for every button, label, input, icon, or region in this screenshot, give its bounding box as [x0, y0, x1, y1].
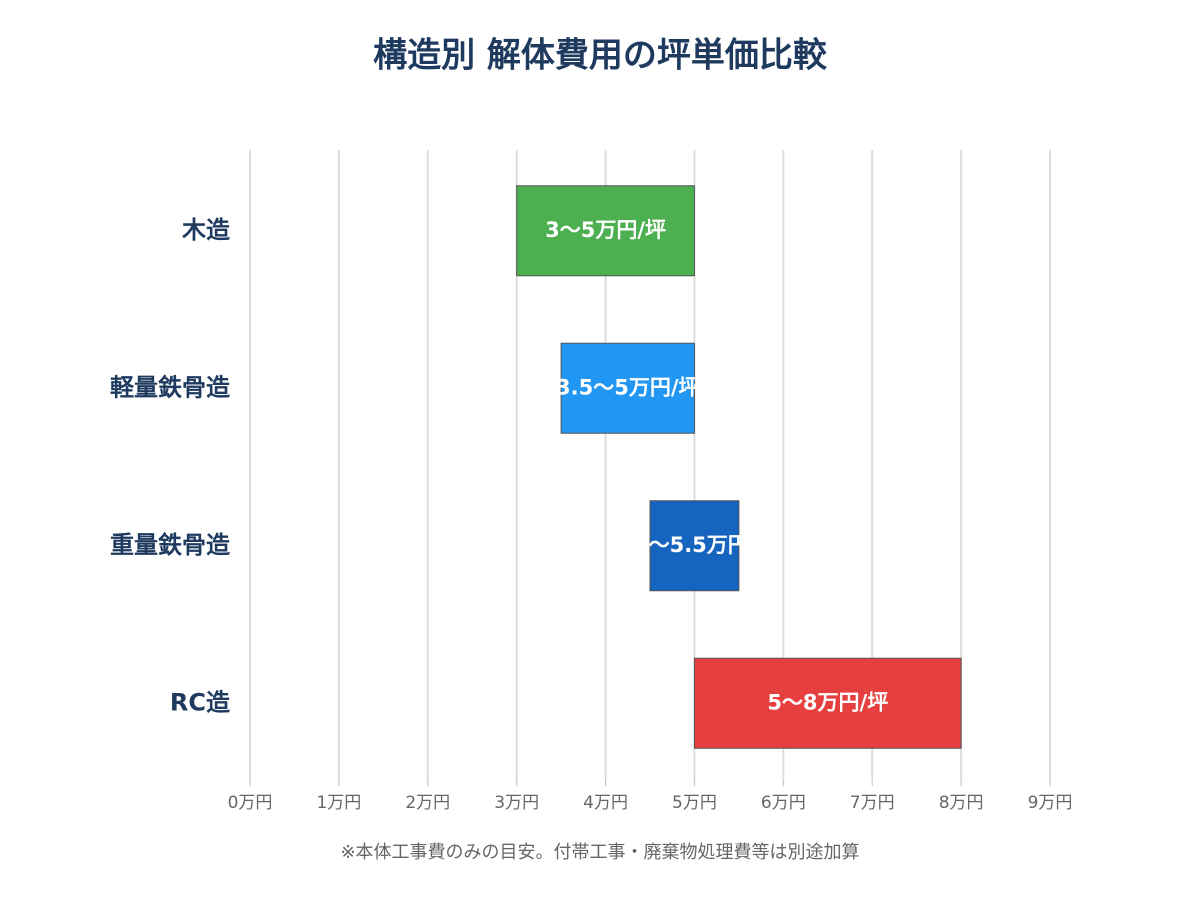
x-tick-label: 9万円: [1028, 793, 1073, 813]
x-tick-label: 4万円: [583, 793, 628, 813]
y-tick-label: 軽量鉄骨造: [110, 373, 230, 401]
bar: [693, 657, 962, 749]
bar-label: 3〜5万円/坪: [545, 218, 666, 242]
x-tick-label: 2万円: [405, 793, 450, 813]
x-tick-label: 6万円: [761, 793, 806, 813]
footnote: ※本体工事費のみの目安。付帯工事・廃棄物処理費等は別途加算: [340, 842, 859, 863]
x-tick-label: 3万円: [494, 793, 539, 813]
x-tick-label: 0万円: [228, 793, 273, 813]
bar-label: 3.5〜5万円/坪: [556, 375, 699, 399]
chart-title: 構造別 解体費用の坪単価比較: [373, 36, 828, 76]
x-tick-label: 7万円: [850, 793, 895, 813]
y-tick-label: RC造: [170, 688, 230, 716]
bar: [516, 185, 695, 277]
bar-label: 5〜8万円/坪: [767, 690, 888, 714]
y-tick-label: 木造: [181, 216, 230, 244]
x-tick-label: 8万円: [939, 793, 984, 813]
x-tick-label: 1万円: [316, 793, 361, 813]
x-tick-label: 5万円: [672, 793, 717, 813]
y-tick-label: 重量鉄骨造: [110, 531, 230, 559]
bar-label: 4.5〜5.5万円/坪: [611, 533, 777, 557]
bar: [649, 500, 740, 592]
bar: [560, 342, 695, 434]
